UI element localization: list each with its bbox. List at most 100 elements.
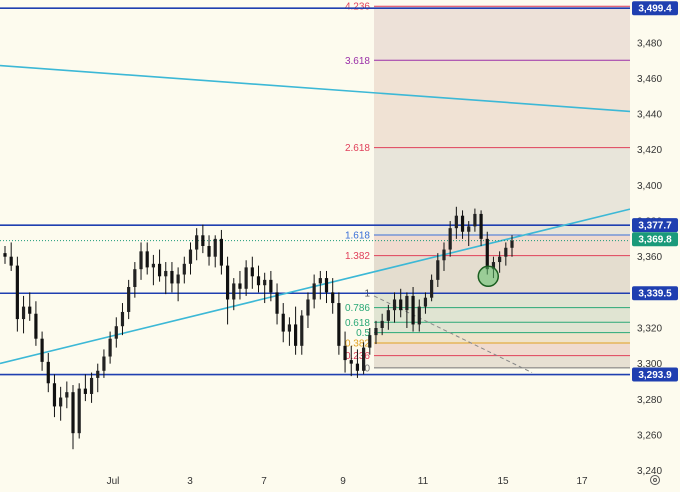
candle-body [21,306,26,320]
candle-body [411,295,415,325]
price-tick-label: 3,280 [637,395,662,406]
fib-level-label: 1 [364,289,370,300]
candle-body [368,335,372,348]
time-tick-label: Jul [107,476,120,487]
price-tag-label: 3,377.7 [638,221,672,232]
candle-body [331,292,335,304]
candle-body [71,392,75,434]
candle-body [232,283,236,300]
candle-body [127,287,131,312]
fib-band [374,255,630,294]
candle-body [170,270,174,284]
candle-body [491,262,496,270]
candle-body [244,267,248,289]
candle-body [485,238,489,270]
candle-body [442,249,446,261]
candle-body [102,356,106,371]
fib-level-label: 0.5 [356,328,370,339]
candle-body [133,269,137,287]
candle-body [337,303,341,346]
price-tick-label: 3,300 [637,359,662,370]
candle-body [164,270,168,277]
candle-body [83,388,87,394]
candle-body [201,235,205,246]
candle-body [287,324,292,332]
candle-body [318,278,322,284]
candle-body [293,324,298,346]
candle-body [349,360,353,364]
candle-body [467,226,471,232]
fib-band [374,342,630,356]
price-tick-label: 3,480 [637,38,662,49]
candle-body [151,263,155,268]
price-tag-label: 3,499.4 [638,4,672,15]
price-tick-label: 3,440 [637,110,662,121]
fib-band [374,332,630,343]
candle-body [108,338,112,357]
candle-body [89,377,94,394]
price-tick-label: 3,240 [637,466,662,477]
price-tag [632,218,678,233]
time-tick-label: 17 [576,476,588,487]
candle-body [504,247,508,257]
candle-body [225,265,230,300]
candle-body [139,251,143,270]
candle-body [176,274,180,284]
price-tick-label: 3,320 [637,324,662,335]
time-tick-label: 15 [497,476,509,487]
candle-body [52,383,57,407]
fib-band [374,60,630,148]
candle-body [343,345,347,361]
settings-gear-icon[interactable] [650,475,660,485]
fib-level-label: 0.382 [345,338,370,349]
price-tag-label: 3,339.5 [638,289,672,300]
candle-body [312,283,316,300]
candle-body [96,370,100,378]
candle-body [399,299,403,311]
candle-body [256,276,261,286]
fib-band [374,307,630,323]
candle-body [120,311,125,327]
candle-body [417,306,421,325]
candle-body [207,246,211,257]
candle-body [448,228,452,250]
candle-body [77,388,81,434]
candle-body [405,295,409,311]
candle-body [423,297,428,307]
candle-body [436,260,440,280]
candle-body [275,292,279,314]
candle-body [46,361,50,384]
candle-body [3,253,7,257]
time-tick-label: 11 [418,476,429,487]
candle-body [460,215,465,232]
fib-level-label: 2.618 [345,143,370,154]
time-tick-label: 9 [340,476,346,487]
fib-level-label: 0 [364,363,370,374]
candle-body [65,392,69,398]
fib-band [374,147,630,235]
candle-body [188,249,193,264]
fib-level-label: 0.618 [345,318,370,329]
fib-level-label: 1.382 [345,251,370,262]
price-tick-label: 3,400 [637,181,662,192]
trend-line[interactable] [0,64,631,113]
candle-body [269,279,273,293]
candle-body [306,299,310,316]
candle-body [300,315,304,346]
candle-body [324,278,329,293]
candle-body [28,306,32,314]
candle-body [59,397,63,407]
candle-body [362,347,366,371]
candle-body [479,213,483,239]
candle-body [263,279,267,286]
price-tick-label: 3,420 [637,145,662,156]
candle-body [34,313,38,339]
highlight-circle-marker [477,265,500,288]
fib-levels: 4.2363.6182.6181.6181.38210.7860.6180.50… [345,2,630,374]
price-tag-label: 3,293.9 [638,370,672,381]
candle-body [157,263,162,277]
candle-body [9,256,13,266]
fib-level-label: 4.236 [345,2,370,13]
candle-body [498,256,502,263]
